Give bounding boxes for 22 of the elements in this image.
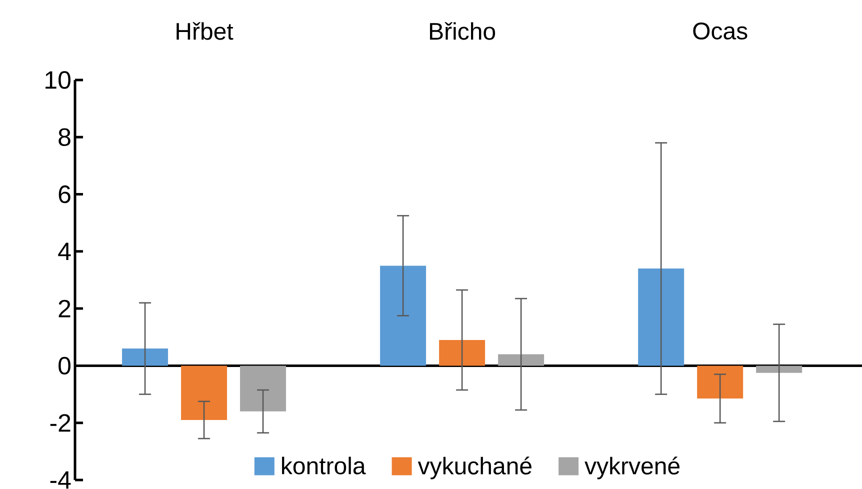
bar (240, 366, 286, 412)
y-tick-label: -4 (50, 471, 71, 489)
bar (756, 366, 802, 373)
bar (122, 348, 168, 366)
y-tick-label: -2 (50, 414, 70, 432)
legend-label: kontrola (282, 456, 366, 474)
y-tick-label: 10 (46, 71, 70, 89)
legend-label: vykuchané (418, 456, 532, 480)
bar (181, 366, 228, 420)
y-tick-label: 2 (58, 300, 70, 318)
x-tick-label: Břicho (430, 22, 496, 40)
bar (498, 354, 544, 366)
y-tick-label: 6 (58, 185, 70, 204)
y-tick-label: 0 (58, 356, 70, 375)
bar (638, 268, 684, 366)
bar (439, 340, 486, 366)
y-tick-label: 8 (58, 128, 70, 146)
legend-label: vykrvené (584, 456, 680, 480)
y-tick-label: 4 (58, 242, 71, 260)
x-tick-label: Hřbet (176, 22, 234, 40)
x-tick-label: Ocas (693, 22, 748, 40)
bar (380, 266, 426, 366)
